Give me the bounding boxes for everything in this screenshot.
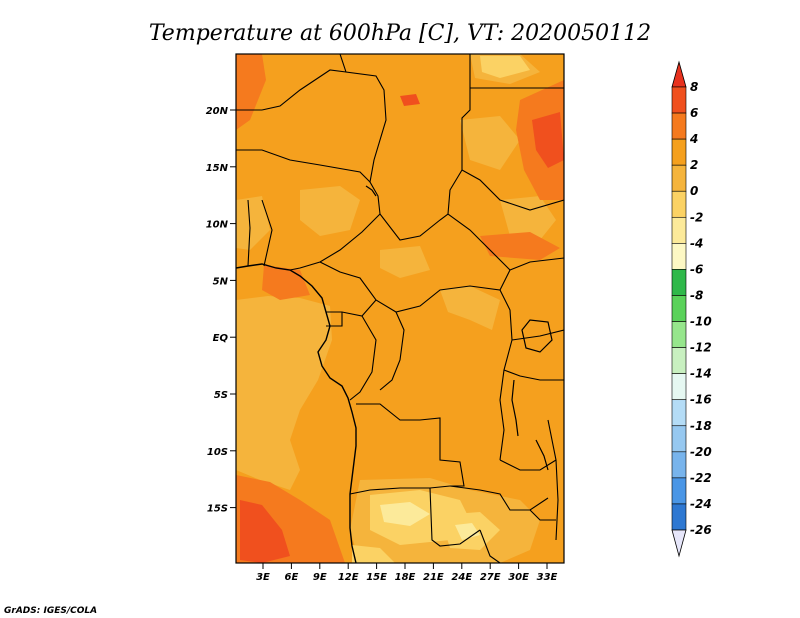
colorbar-label: -24 [690,497,712,511]
country-borders [236,54,564,563]
map-panel: 20N 15N 10N 5N EQ 5S 10S 15S 3E 6E 9E 12E 15E 18E 21E… [206,53,565,583]
longitude-axis: 3E 6E 9E 12E 15E 18E 21E 24E 27E 30E 33E [256,563,558,583]
colorbar-label: -14 [690,367,712,381]
lat-tick-label: 15S [207,504,228,515]
colorbar-label: -6 [690,262,703,276]
latitude-axis: 20N 15N 10N 5N EQ 5S 10S 15S [206,106,236,515]
colorbar-swatch [671,269,687,296]
colorbar-label: -10 [690,315,712,329]
colorbar-swatch [671,321,687,348]
colorbar-label: -22 [690,471,712,485]
colorbar-swatch [671,190,687,218]
colorbar-label: 8 [690,80,698,94]
lat-tick-label: 15N [206,163,229,174]
colorbar-swatch [671,216,687,244]
lon-tick-label: 6E [285,572,299,583]
colorbar-label: -20 [690,445,712,459]
colorbar-top-arrow [671,60,687,88]
colorbar-swatch [671,164,687,192]
lat-tick-label: 10N [206,220,229,231]
lakes [365,185,553,471]
colorbar-label: -4 [690,236,703,250]
lat-tick-label: 10S [207,447,228,458]
lon-tick-label: 15E [366,572,387,583]
coastline [236,263,357,563]
colorbar-swatch [671,347,687,374]
colorbar-label: -26 [690,523,712,537]
lon-tick-label: 9E [313,572,327,583]
shade-6-to-8 [240,94,564,563]
lon-tick-label: 18E [395,572,416,583]
lat-tick-label: 5S [214,390,228,401]
lat-tick-label: 20N [206,106,229,117]
colorbar-label: -12 [690,341,712,355]
colorbar-swatch [671,451,687,479]
colorbar-label: -16 [690,393,712,407]
colorbar-swatch [671,86,687,114]
lon-tick-label: 30E [508,572,529,583]
map-title: Temperature at 600hPa [C], VT: 202005011… [149,21,651,46]
colorbar: 8 6 4 2 0 -2 -4 -6 -8 -10 -12 -14 -16 -18 -20 -22 -24 -26 [671,60,712,558]
colorbar-swatch [671,425,687,453]
lon-tick-label: 24E [451,572,472,583]
lon-tick-label: 3E [256,572,270,583]
colorbar-label: 0 [690,184,698,198]
colorbar-swatch [671,243,687,270]
lat-tick-label: EQ [213,333,229,344]
colorbar-swatch [671,295,687,322]
lon-tick-label: 21E [423,572,444,583]
colorbar-swatch [671,112,687,140]
colorbar-swatch [671,477,687,505]
colorbar-swatch [671,503,687,531]
colorbar-label: 4 [689,132,698,146]
colorbar-label: 2 [690,158,698,172]
colorbar-bottom-arrow [671,529,687,558]
colorbar-label: 6 [690,106,698,120]
colorbar-swatch [671,373,687,401]
lon-tick-label: 27E [480,572,501,583]
colorbar-label: -2 [690,210,703,224]
colorbar-swatch [671,399,687,427]
colorbar-label: -18 [690,419,712,433]
shade-minus4-to-minus2 [380,502,480,540]
map-frame [235,53,565,564]
lon-tick-label: 12E [338,572,359,583]
lat-tick-label: 5N [213,276,229,287]
lon-tick-label: 33E [537,572,558,583]
colorbar-label: -8 [690,288,703,302]
footer-credit: GrADS: IGES/COLA [4,606,97,616]
colorbar-swatch [671,138,687,166]
